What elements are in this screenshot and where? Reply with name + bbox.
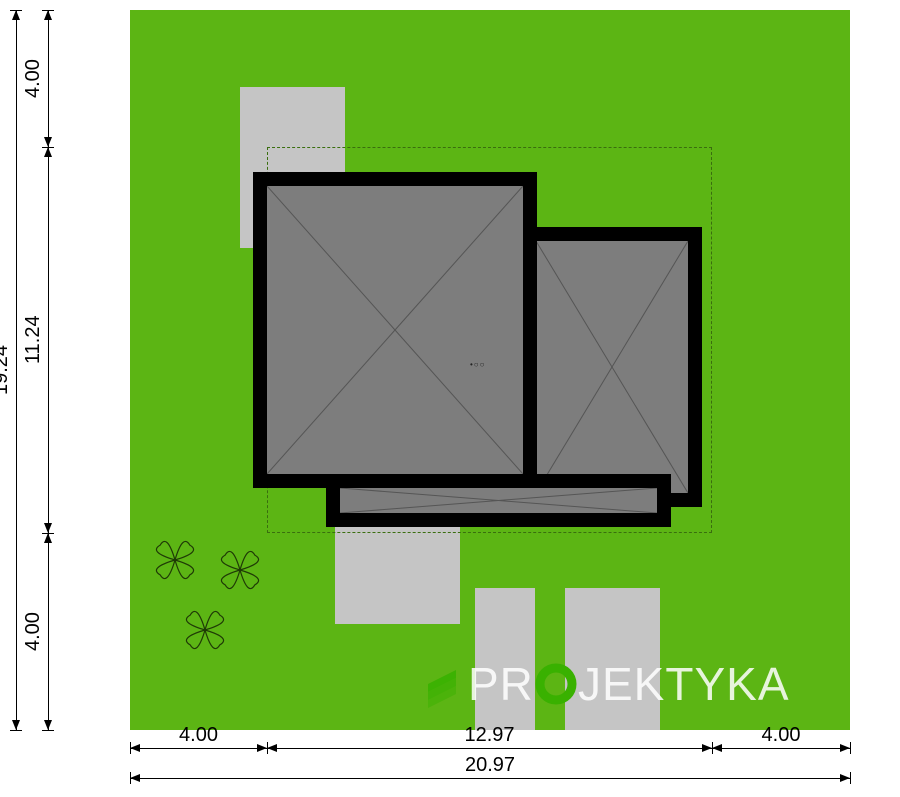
watermark-o-icon (540, 668, 572, 700)
dim-line-left_mid (48, 147, 49, 533)
plant-0 (140, 525, 210, 595)
dim-tick (42, 730, 54, 731)
dim-line-left_outer (16, 10, 17, 730)
dim-arrow (44, 147, 52, 157)
dim-arrow (12, 10, 20, 20)
dim-arrow (130, 774, 140, 782)
dim-arrow (12, 720, 20, 730)
dim-label-left_outer: 19.24 (0, 340, 13, 400)
dim-line-bot_right (712, 748, 850, 749)
dim-line-left_top (48, 10, 49, 147)
dim-tick (850, 742, 851, 754)
dim-line-bot_outer (130, 778, 850, 779)
dim-arrow (44, 523, 52, 533)
dim-arrow (702, 744, 712, 752)
dim-label-bot_left: 4.00 (169, 724, 229, 747)
dim-tick (10, 730, 22, 731)
dim-label-bot_outer: 20.97 (460, 754, 520, 777)
dim-arrow (44, 137, 52, 147)
roof-vent-mark: •○○ (470, 360, 485, 369)
dim-line-left_bot (48, 533, 49, 730)
plant-2 (170, 595, 240, 665)
watermark-text-1: PR (468, 658, 534, 710)
dim-arrow (840, 774, 850, 782)
dim-arrow (257, 744, 267, 752)
watermark-text-2: JEKTYKA (578, 658, 790, 710)
main-house-roof (267, 186, 523, 474)
dim-line-bot_mid (267, 748, 712, 749)
dim-arrow (44, 720, 52, 730)
dim-arrow (267, 744, 277, 752)
dim-label-bot_mid: 12.97 (460, 724, 520, 747)
dim-arrow (840, 744, 850, 752)
dim-arrow (44, 533, 52, 543)
garage-roof (536, 241, 688, 493)
dim-line-bot_left (130, 748, 267, 749)
dim-arrow (44, 10, 52, 20)
dim-label-left_bot: 4.00 (22, 602, 45, 662)
dim-tick (850, 772, 851, 784)
back-porch-roof (340, 488, 657, 513)
dim-arrow (712, 744, 722, 752)
dim-label-bot_right: 4.00 (751, 724, 811, 747)
dim-label-left_top: 4.00 (22, 49, 45, 109)
dim-label-left_mid: 11.24 (22, 310, 45, 370)
dim-arrow (130, 744, 140, 752)
watermark-logo: PR JEKTYKA (428, 654, 858, 714)
